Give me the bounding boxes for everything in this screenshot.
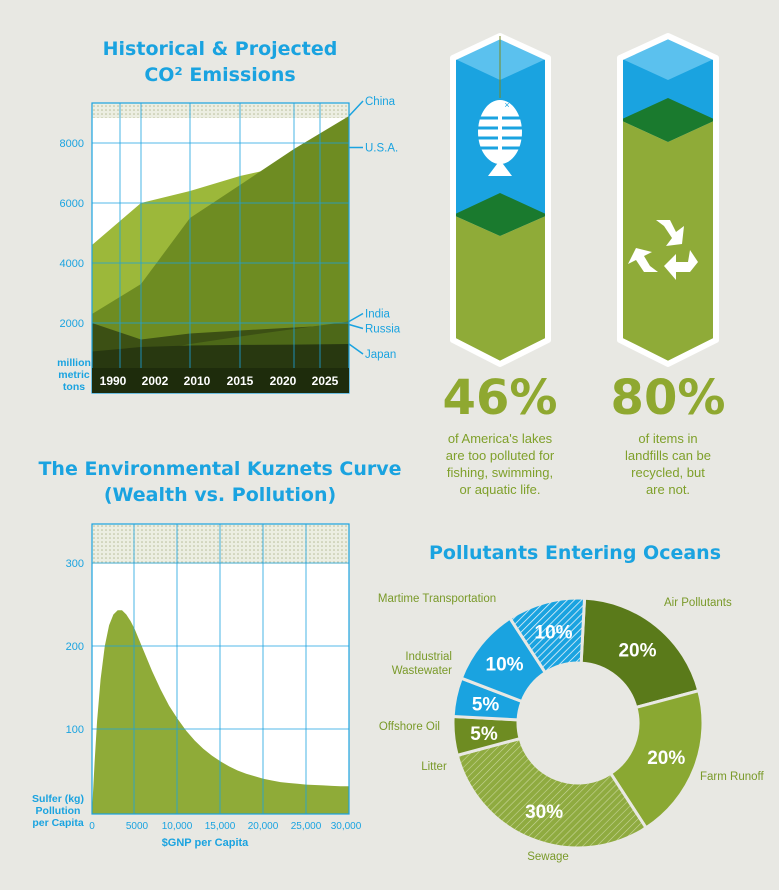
landfill-stat-value: 80% [610, 370, 726, 426]
donut-value-label: 5% [470, 724, 498, 745]
co2-legend-leader [348, 312, 364, 323]
co2-area-china [92, 116, 349, 368]
co2-legend-russia: Russia [365, 324, 401, 336]
donut-slice [507, 596, 587, 675]
co2-chart: 1990 2002 2010 2015 2020 2025 2000 4000 6000 800… [57, 96, 401, 394]
kuznets-ytick-label: 200 [66, 641, 84, 653]
co2-xtick-label: 1990 [100, 374, 127, 388]
lakes-stat-value: 46% [442, 370, 558, 426]
desc-line: of America's lakes [447, 431, 553, 446]
co2-legend-china: China [365, 96, 396, 108]
co2-xtick-label: 2015 [227, 374, 254, 388]
donut-value-label: 20% [647, 748, 685, 769]
donut-slice [579, 596, 701, 710]
co2-legend-japan: Japan [365, 349, 396, 361]
donut-slice [608, 688, 705, 830]
donut-category-label: Sewage [527, 851, 569, 863]
co2-ytick-label: 8000 [60, 138, 84, 150]
co2-dotted-band [92, 103, 349, 118]
kuznets-xtick-label: 10,000 [162, 821, 193, 832]
co2-xtick-label: 2010 [184, 374, 211, 388]
co2-legend-leader [348, 323, 364, 330]
kuznets-title-line2: (Wealth vs. Pollution) [103, 484, 337, 506]
kuznets-xtick-label: 25,000 [291, 821, 322, 832]
oceans-donut-chart: 20% Air Pollutants 20% Farm Runoff 30% Sewage… [378, 593, 765, 863]
co2-title-line2: CO² Emissions [144, 64, 296, 86]
donut-slice [455, 736, 649, 850]
donut-category-label: Offshore Oil [379, 721, 440, 733]
donut-value-label: 30% [525, 802, 563, 823]
donut-category-label: Martime Transportation [378, 593, 496, 605]
desc-line: fishing, swimming, [446, 465, 554, 480]
co2-legend-usa: U.S.A. [365, 143, 398, 155]
co2-ylabel: million metric tons [57, 357, 91, 393]
desc-line: recycled, but [631, 465, 705, 480]
co2-title-line1: Historical & Projected [102, 38, 338, 60]
fish-skeleton-icon: × [478, 100, 522, 176]
kuznets-plot-border [91, 523, 350, 815]
donut-value-label: 10% [486, 655, 524, 676]
co2-chart-title: Historical & Projected CO² Emissions [60, 36, 380, 88]
co2-legend-leader [348, 343, 364, 355]
recycle-icon [628, 220, 698, 280]
co2-ytick-label: 4000 [60, 258, 84, 270]
co2-legend-leader [348, 100, 364, 117]
desc-line: landfills can be [625, 448, 711, 463]
desc-line: are not. [645, 482, 691, 497]
kuznets-title-line1: The Environmental Kuznets Curve [38, 458, 402, 480]
donut-category-label: Wastewater [392, 665, 452, 677]
co2-area-japan [92, 344, 349, 368]
oceans-chart-title: Pollutants Entering Oceans [428, 542, 722, 564]
co2-xtick-label: 2002 [142, 374, 169, 388]
kuznets-ytick-label: 100 [66, 724, 84, 736]
donut-category-label: Industrial [405, 651, 452, 663]
kuznets-dotted-band [92, 524, 349, 564]
donut-category-label: Litter [421, 761, 447, 773]
kuznets-xlabel: $GNP per Capita [162, 837, 249, 849]
co2-xaxis-band [92, 368, 349, 393]
donut-value-label: 20% [618, 641, 656, 662]
landfill-column [617, 33, 719, 367]
landfill-stat-desc: of items in landfills can be recycled, b… [588, 430, 748, 498]
lakes-stat-desc: of America's lakes are too polluted for … [420, 430, 580, 498]
kuznets-xtick-label: 20,000 [248, 821, 279, 832]
kuznets-chart-title: The Environmental Kuznets Curve (Wealth … [30, 456, 410, 508]
co2-xtick-label: 2025 [312, 374, 339, 388]
desc-line: of items in [638, 431, 698, 446]
kuznets-xtick-label: 15,000 [205, 821, 236, 832]
kuznets-chart: 0 5000 10,000 15,000 20,000 25,000 30,000 100 2… [32, 523, 362, 849]
lakes-column: × [450, 33, 551, 367]
co2-xtick-label: 2020 [270, 374, 297, 388]
co2-ytick-label: 2000 [60, 318, 84, 330]
donut-category-label: Air Pollutants [664, 597, 732, 609]
kuznets-xtick-label: 0 [89, 821, 95, 832]
desc-line: are too polluted for [445, 448, 555, 463]
donut-value-label: 10% [535, 623, 573, 644]
donut-category-label: Farm Runoff [700, 771, 765, 783]
donut-value-label: 5% [472, 694, 500, 715]
kuznets-xtick-label: 5000 [126, 821, 149, 832]
kuznets-ylabel: Sulfer (kg) Pollution per Capita [32, 793, 84, 829]
desc-line: or aquatic life. [459, 482, 541, 497]
kuznets-ytick-label: 300 [66, 558, 84, 570]
co2-ytick-label: 6000 [60, 198, 84, 210]
svg-text:×: × [504, 100, 509, 110]
co2-legend-india: India [365, 309, 391, 321]
kuznets-xtick-label: 30,000 [331, 821, 362, 832]
kuznets-curve-area [92, 610, 349, 814]
